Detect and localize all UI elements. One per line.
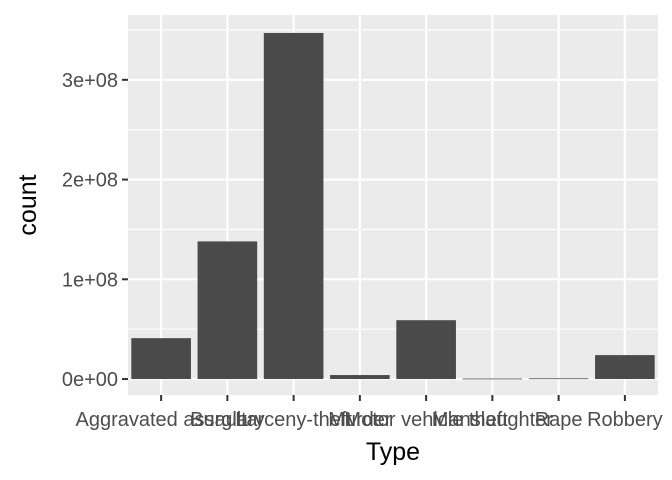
bar <box>330 375 390 380</box>
y-axis-title: count <box>14 174 42 235</box>
x-axis: Aggravated assaultBurglaryLarceny-theftM… <box>76 395 663 431</box>
bar <box>528 378 589 380</box>
bar <box>197 241 258 380</box>
x-tick-label: Motor vehicle theft <box>344 409 508 431</box>
y-tick-label: 1e+08 <box>62 269 118 291</box>
x-axis-title: Type <box>366 438 420 466</box>
bar <box>131 338 191 380</box>
x-tick-label: Larceny-theft <box>235 409 352 431</box>
x-tick-label: Murder <box>328 409 392 431</box>
bar <box>595 355 655 380</box>
y-tick-label: 2e+08 <box>62 170 118 192</box>
bar <box>263 32 324 380</box>
bar <box>462 378 523 380</box>
y-axis: 0e+00 1e+08 2e+08 3e+08 <box>62 70 128 391</box>
x-tick-label: Burglary <box>190 409 264 431</box>
bar <box>396 320 456 380</box>
x-tick-label: Rape <box>535 409 583 431</box>
bars <box>131 32 655 380</box>
x-tick-label: Aggravated assault <box>76 409 248 431</box>
x-tick-label: Robbery <box>587 409 663 431</box>
y-tick-label: 3e+08 <box>62 70 118 92</box>
x-tick-label: Manslaughter <box>432 409 554 431</box>
y-tick-label: 0e+00 <box>62 369 118 391</box>
